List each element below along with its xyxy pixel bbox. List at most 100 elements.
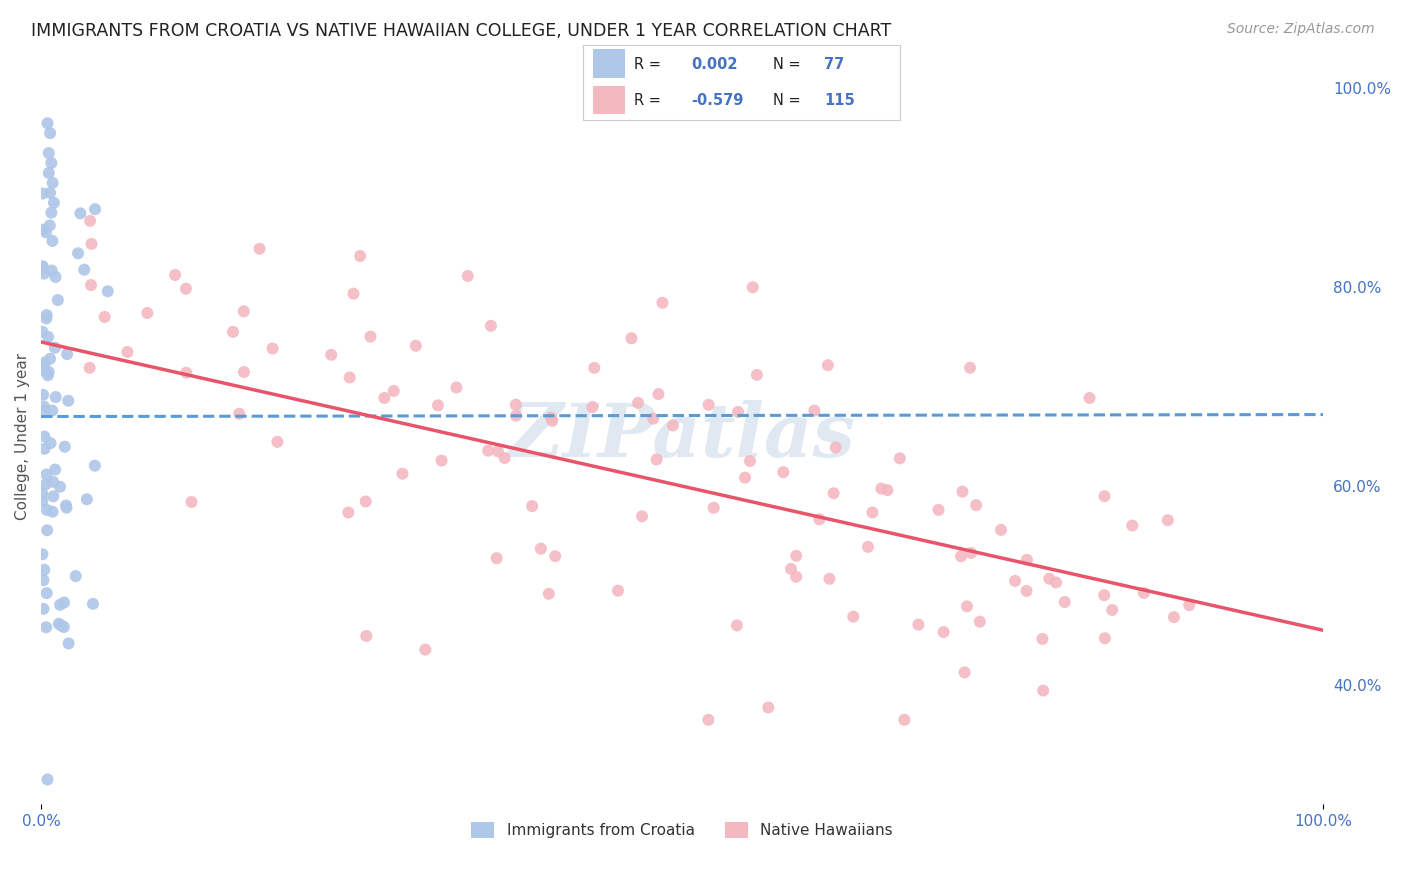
Point	[58, 636, 80, 650]
Point	[48, 616, 70, 631]
Point	[35, 503, 58, 517]
Point	[32, 573, 55, 587]
Point	[928, 503, 950, 517]
Point	[32, 400, 55, 414]
Point	[82, 597, 104, 611]
Point	[342, 286, 364, 301]
Point	[643, 411, 665, 425]
Point	[49, 480, 72, 494]
Point	[76, 492, 98, 507]
Text: N =: N =	[773, 93, 801, 108]
Bar	[593, 86, 624, 114]
Point	[37, 772, 59, 787]
Point	[950, 549, 973, 564]
Point	[84, 202, 107, 216]
Point	[41, 205, 63, 219]
Point	[1094, 632, 1116, 646]
Point	[79, 360, 101, 375]
Point	[39, 351, 62, 366]
Point	[607, 583, 630, 598]
Point	[165, 268, 187, 282]
Point	[49, 598, 72, 612]
Point	[824, 441, 846, 455]
Point	[738, 454, 761, 468]
Point	[1163, 610, 1185, 624]
Point	[645, 452, 668, 467]
Point	[262, 342, 284, 356]
Point	[756, 700, 779, 714]
Point	[42, 475, 65, 489]
Point	[544, 549, 567, 564]
Point	[65, 569, 87, 583]
Point	[956, 599, 979, 614]
Point	[31, 325, 53, 339]
Point	[860, 505, 883, 519]
Point	[53, 440, 76, 454]
Point	[662, 418, 685, 433]
Point	[31, 494, 53, 508]
Point	[34, 429, 56, 443]
Point	[174, 282, 197, 296]
Point	[415, 642, 437, 657]
Point	[55, 499, 77, 513]
Point	[37, 368, 59, 383]
Point	[35, 467, 58, 482]
Point	[32, 358, 55, 372]
Point	[725, 618, 748, 632]
Point	[35, 311, 58, 326]
Point	[356, 629, 378, 643]
Point	[38, 146, 60, 161]
Point	[232, 304, 254, 318]
Point	[37, 523, 59, 537]
Point	[39, 436, 62, 450]
Point	[932, 625, 955, 640]
Point	[38, 166, 60, 180]
Point	[620, 331, 643, 345]
Point	[1092, 588, 1115, 602]
Point	[44, 269, 66, 284]
Point	[541, 414, 564, 428]
Point	[990, 523, 1012, 537]
Point	[505, 409, 527, 423]
Point	[697, 398, 720, 412]
Text: R =: R =	[634, 57, 661, 72]
Point	[32, 267, 55, 281]
Point	[37, 330, 59, 344]
Point	[349, 249, 371, 263]
Point	[83, 458, 105, 473]
Point	[772, 465, 794, 479]
Point	[222, 325, 245, 339]
Point	[953, 665, 976, 680]
Point	[647, 387, 669, 401]
Point	[631, 509, 654, 524]
Text: Source: ZipAtlas.com: Source: ZipAtlas.com	[1227, 22, 1375, 37]
Point	[823, 486, 845, 500]
Point	[785, 570, 807, 584]
Point	[249, 242, 271, 256]
Point	[1015, 553, 1038, 567]
Point	[73, 262, 96, 277]
Text: IMMIGRANTS FROM CROATIA VS NATIVE HAWAIIAN COLLEGE, UNDER 1 YEAR CORRELATION CHA: IMMIGRANTS FROM CROATIA VS NATIVE HAWAII…	[31, 22, 891, 40]
Text: N =: N =	[773, 57, 801, 72]
Point	[426, 398, 449, 412]
Point	[42, 195, 65, 210]
Point	[537, 587, 560, 601]
Point	[228, 407, 250, 421]
Point	[1053, 595, 1076, 609]
Point	[745, 368, 768, 382]
Point	[337, 506, 360, 520]
Point	[41, 403, 63, 417]
Point	[52, 620, 75, 634]
Point	[31, 363, 53, 377]
Point	[959, 360, 981, 375]
Point	[44, 341, 66, 355]
Point	[80, 278, 103, 293]
Point	[1031, 632, 1053, 646]
Point	[53, 595, 76, 609]
Point	[32, 563, 55, 577]
Point	[31, 547, 53, 561]
Point	[51, 618, 73, 632]
Point	[485, 551, 508, 566]
Point	[39, 186, 62, 200]
Text: ZIPatlas: ZIPatlas	[509, 401, 856, 473]
